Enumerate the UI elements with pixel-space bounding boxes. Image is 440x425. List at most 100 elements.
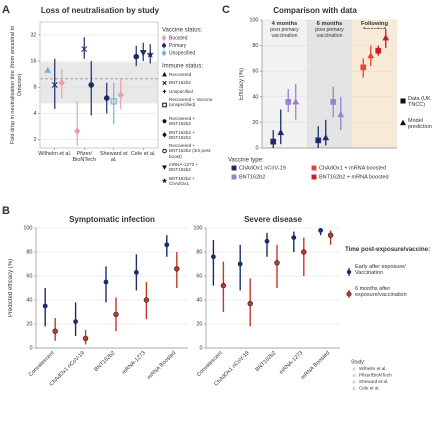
y-tick-label: 60 bbox=[252, 69, 258, 75]
legend-label: Wilhelm et al. bbox=[359, 366, 387, 371]
panel-letter: B bbox=[2, 205, 10, 217]
legend-label: Recovered + BNT162b2 bbox=[169, 116, 196, 127]
data-point bbox=[73, 319, 78, 324]
data-point bbox=[237, 261, 243, 267]
legend-key bbox=[400, 98, 406, 104]
legend-key bbox=[161, 35, 167, 41]
x-tick-label: mRNA-1273 bbox=[279, 350, 305, 376]
x-tick-label: BNT162b2 bbox=[94, 350, 117, 373]
y-tick-label: 0 bbox=[29, 345, 32, 351]
legend-key bbox=[162, 132, 167, 138]
x-tick-label: Wilhelm et al. bbox=[38, 151, 72, 157]
legend-label: Model prediction bbox=[408, 118, 432, 131]
legend-label: ChAdOx1 nCoV-19 bbox=[239, 165, 286, 171]
y-tick-label: 40 bbox=[252, 94, 258, 100]
legend-label-box: Model prediction bbox=[408, 118, 432, 131]
data-point bbox=[285, 99, 292, 105]
legend-label: Data (UK TNCC) bbox=[408, 96, 431, 109]
legend-key bbox=[231, 165, 237, 171]
legend-label: Unspecified bbox=[169, 50, 195, 56]
y-tick-label: 60 bbox=[26, 273, 32, 279]
x-tick-label: Convalescent bbox=[28, 350, 56, 378]
y-tick-label: 20 bbox=[26, 321, 32, 327]
legend-key bbox=[162, 165, 167, 170]
data-point bbox=[143, 297, 150, 303]
legend-key bbox=[346, 291, 352, 297]
y-tick-label: 8 bbox=[33, 85, 36, 91]
data-point bbox=[44, 66, 52, 73]
legend-key bbox=[399, 119, 407, 126]
data-point bbox=[330, 99, 337, 105]
legend-label: 6 months after exposure/vaccination bbox=[355, 286, 407, 299]
data-point bbox=[74, 127, 81, 135]
data-point bbox=[103, 95, 110, 101]
legend-label-box: Recovered + BNT162b2 bbox=[169, 116, 196, 127]
data-point bbox=[42, 303, 48, 309]
x-tick-label-box: Sheward et al. bbox=[99, 151, 128, 164]
y-tick-label: 16 bbox=[30, 59, 36, 65]
data-point bbox=[327, 232, 334, 238]
legend-label: Unspecified bbox=[169, 88, 194, 94]
y-axis-label: Efficacy (%) bbox=[239, 68, 245, 100]
x-tick-label: Cele et al. bbox=[130, 151, 156, 157]
data-point bbox=[382, 34, 390, 41]
legend-label: BNT162b2 + ChAdOx1 bbox=[169, 175, 195, 186]
group-title-box: Following boosted bbox=[360, 21, 389, 29]
uncertainty-band bbox=[40, 62, 158, 104]
group-title: 4 months bbox=[271, 21, 298, 27]
data-point bbox=[264, 238, 270, 244]
y-axis-label: Predicted efficacy (%) bbox=[8, 258, 14, 318]
group-background bbox=[352, 20, 397, 148]
data-point bbox=[134, 270, 139, 275]
group-background bbox=[307, 20, 352, 148]
chart-title: Comparison with data bbox=[273, 6, 357, 15]
legend-label-box: BNT162b2 + ChAdOx1 bbox=[169, 175, 195, 186]
data-point bbox=[117, 91, 124, 99]
legend-label: Boosted bbox=[169, 35, 188, 41]
data-point bbox=[360, 64, 367, 71]
legend-title: Vaccine status: bbox=[162, 28, 203, 34]
legend-label: BNT162b2 bbox=[169, 80, 191, 86]
legend-label-box: Recovered bbox=[169, 72, 191, 77]
y-tick-label: 0 bbox=[199, 345, 202, 351]
data-point bbox=[315, 137, 322, 144]
group-title: Following boosted bbox=[360, 21, 389, 29]
group-subtitle: post primary vaccination bbox=[315, 28, 344, 39]
legend-title: Immune status: bbox=[162, 64, 203, 70]
data-point bbox=[146, 50, 155, 58]
x-tick-label: Sheward et al. bbox=[99, 151, 128, 164]
x-tick-label: ChAdOx1 nCoV-19 bbox=[49, 350, 86, 387]
legend-key bbox=[352, 380, 356, 384]
data-point bbox=[322, 133, 330, 141]
legend-label-box: BNT162b2 bbox=[169, 80, 191, 86]
data-point bbox=[220, 282, 227, 289]
legend-key bbox=[346, 269, 352, 275]
legend-label: BNT162b2 + mRNA boosted bbox=[319, 174, 389, 180]
legend-label: Primary bbox=[169, 43, 187, 49]
y-axis-label-box: Predicted efficacy (%) bbox=[8, 258, 14, 318]
legend-key bbox=[311, 165, 317, 171]
data-point bbox=[270, 138, 277, 145]
legend-label: ChAdOx1 + mRNA boosted bbox=[319, 165, 386, 171]
group-subtitle-box: post primary vaccination bbox=[315, 28, 344, 39]
legend-title: Time post-exposure/vaccine: bbox=[345, 246, 431, 253]
group-title-box: 4 months bbox=[271, 21, 298, 27]
data-point bbox=[133, 53, 140, 60]
y-tick-label: 80 bbox=[252, 43, 258, 49]
legend-key bbox=[161, 43, 167, 48]
y-tick-label: 20 bbox=[196, 321, 202, 327]
x-tick-label: mRNA-1273 bbox=[121, 350, 147, 376]
data-point bbox=[337, 110, 345, 118]
data-point bbox=[103, 279, 109, 285]
x-tick-label: BNT162b2 bbox=[255, 350, 278, 373]
y-axis-label: Fold drop in neutralisation titre (from … bbox=[10, 25, 23, 145]
group-title-box: 6 months bbox=[317, 21, 343, 27]
legend-key bbox=[352, 386, 356, 391]
data-point bbox=[211, 254, 216, 260]
legend-key bbox=[162, 89, 167, 94]
x-tick-label-box: Wilhelm et al. bbox=[38, 151, 72, 157]
x-tick-label-box: Cele et al. bbox=[130, 151, 156, 157]
data-point bbox=[164, 242, 170, 248]
data-point bbox=[247, 300, 253, 307]
